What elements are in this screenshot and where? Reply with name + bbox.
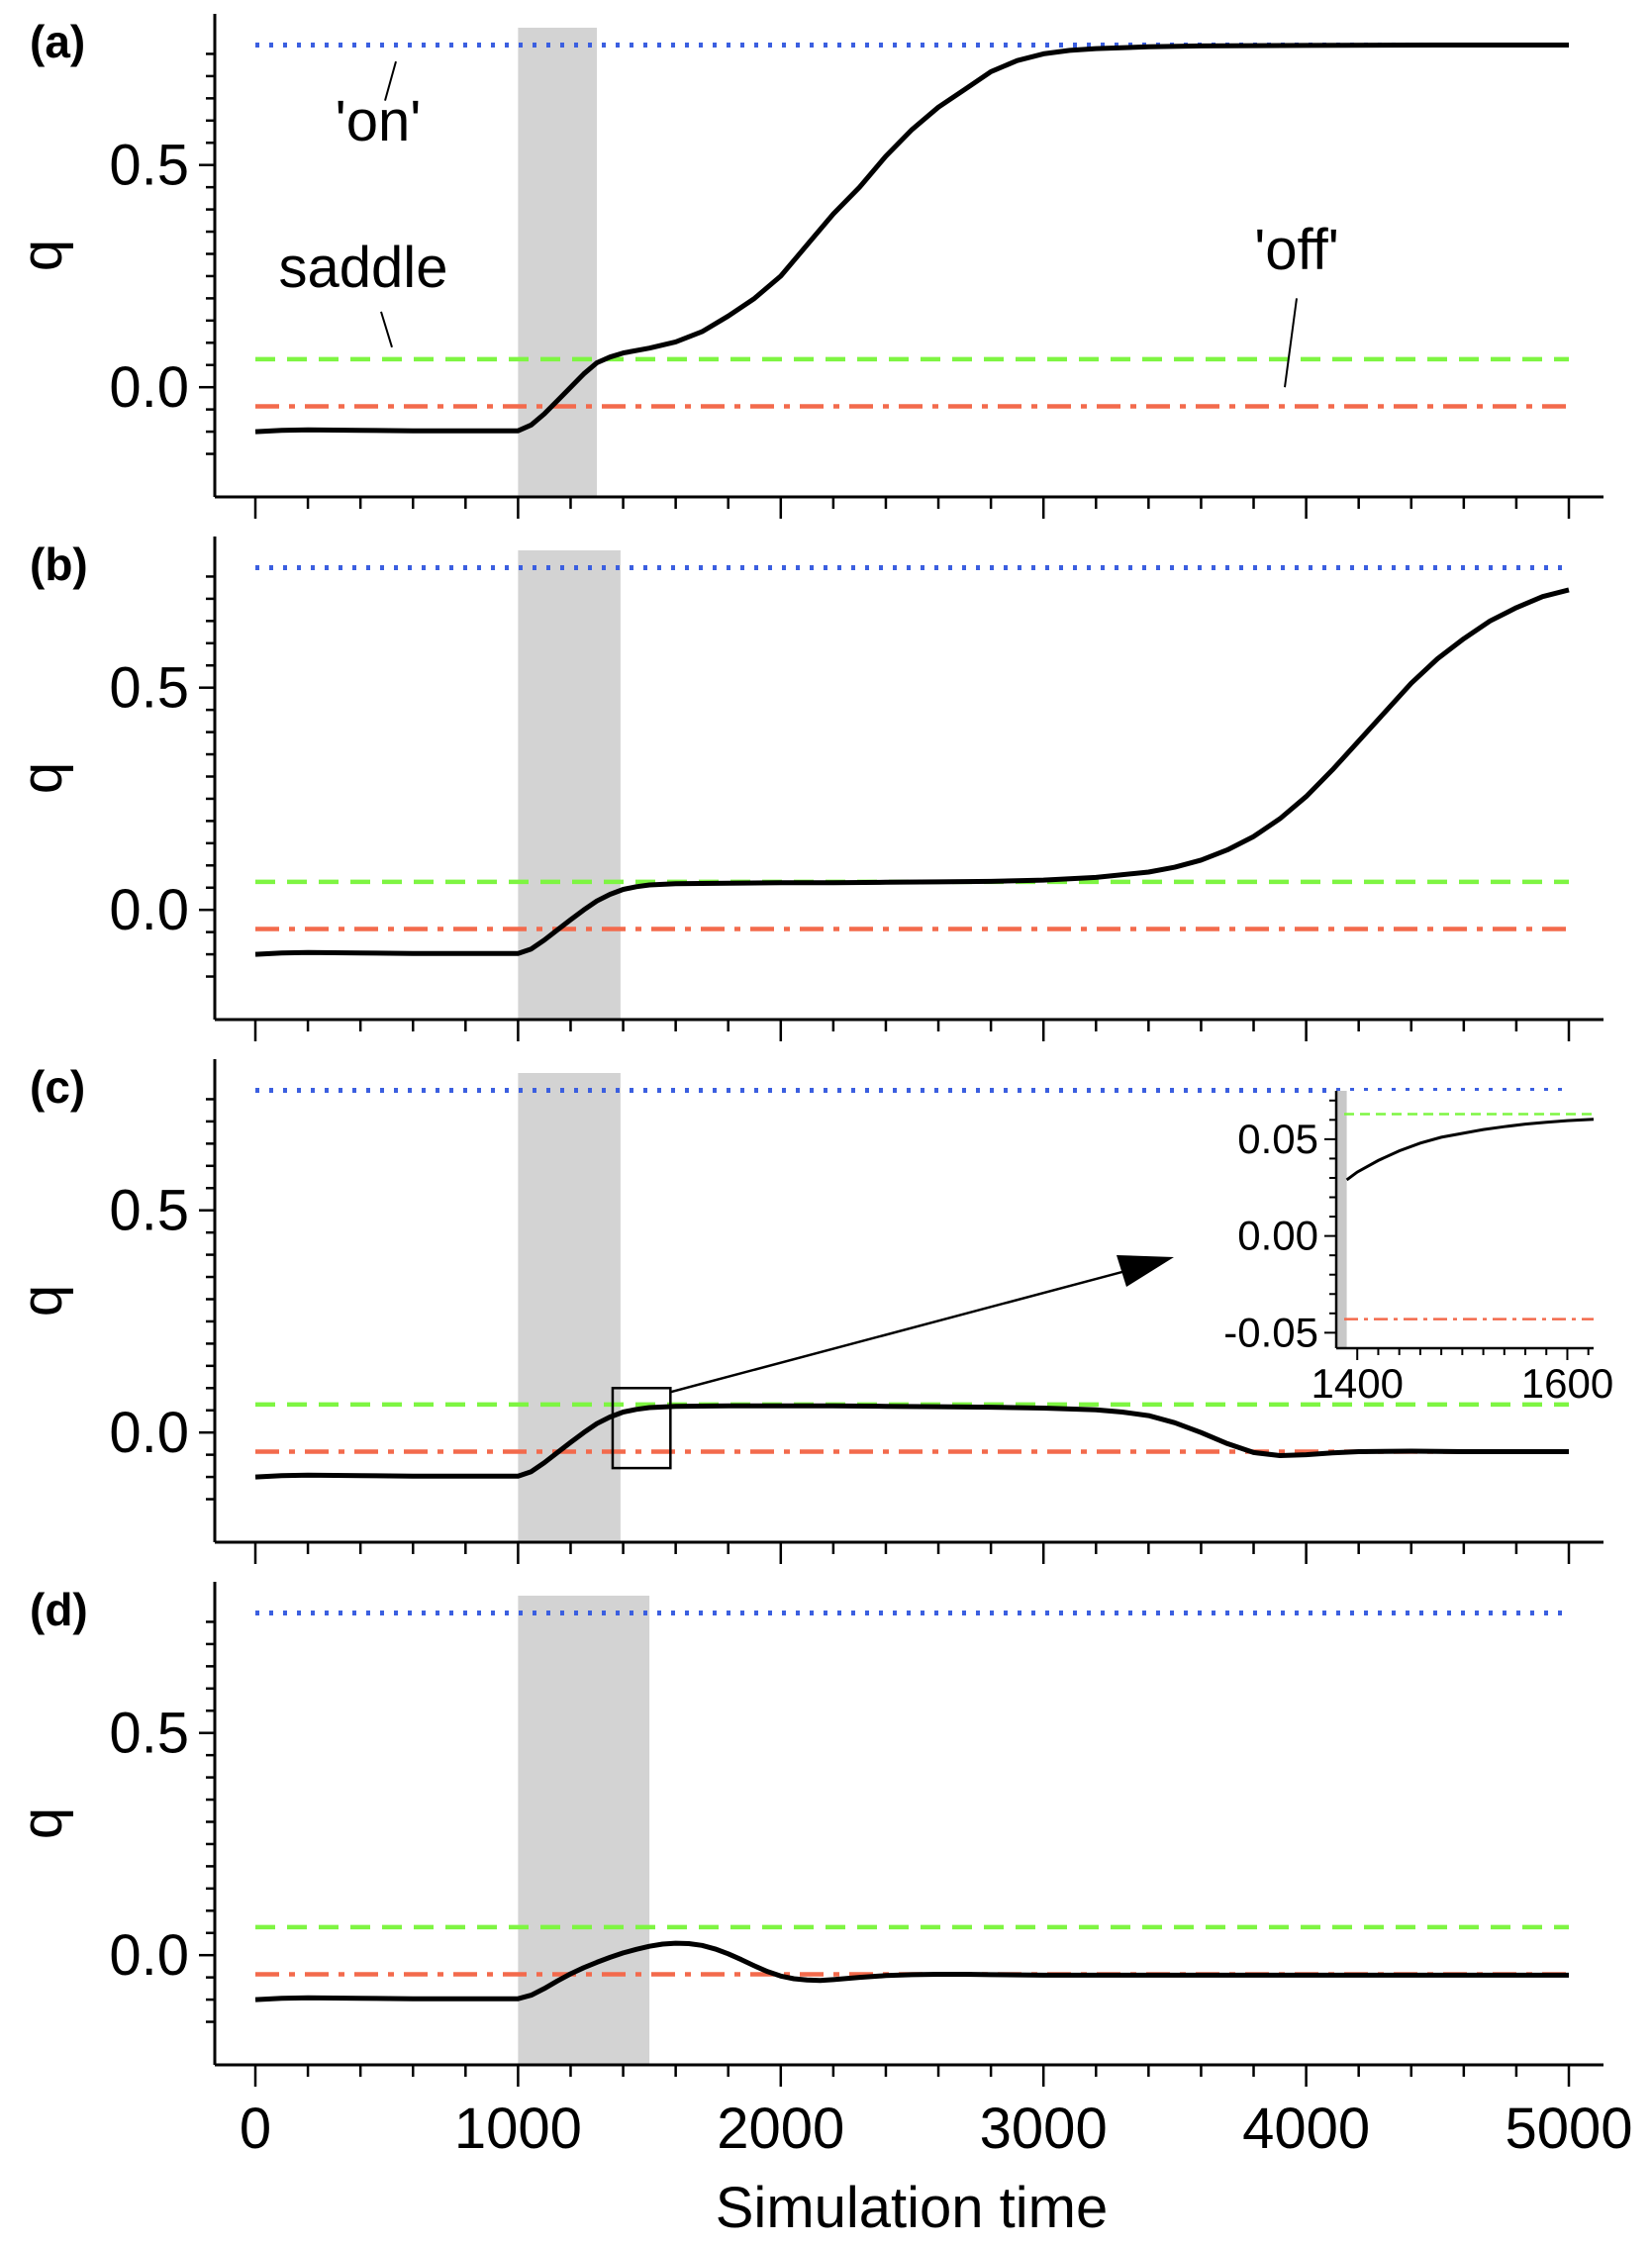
inset-y-tick-label: -0.05 xyxy=(1223,1309,1318,1355)
y-tick-label: 0.0 xyxy=(109,355,189,420)
panel-b: 0.0 0.5 q (b) xyxy=(10,537,1603,1041)
inset-x-tick-label: 1600 xyxy=(1521,1360,1613,1407)
y-tick-label: 0.0 xyxy=(109,1401,189,1465)
y-tick-label: 0.5 xyxy=(109,1702,189,1766)
panel-tag: (d) xyxy=(30,1584,88,1635)
inset-y-tick-label: 0.00 xyxy=(1237,1213,1318,1259)
panels: 0.00.5q(a)'on'saddle'off'0.00.5q(b)0.00.… xyxy=(10,14,1633,2161)
x-axis-title: Simulation time xyxy=(716,2176,1108,2240)
y-axis-title: q xyxy=(10,240,74,271)
inset-q-curve xyxy=(1345,1118,1595,1182)
panel-tag: (c) xyxy=(30,1061,85,1113)
zoom-box xyxy=(611,1387,672,1470)
panel-d: 0.0 0.5 0 1000 2000 3000 4000 5000 q (d) xyxy=(10,1582,1633,2161)
panel-a: 0.0 0.5 q (a) 'on' saddle 'off' xyxy=(10,14,1603,519)
annotation-on: 'on' xyxy=(336,89,422,153)
y-tick-label: 0.5 xyxy=(109,134,189,198)
inset-background xyxy=(1336,1091,1594,1348)
x-tick-label: 1000 xyxy=(454,2097,582,2161)
q-curve xyxy=(254,587,1570,957)
panel-tag: (b) xyxy=(30,538,88,590)
x-tick-label: 2000 xyxy=(717,2097,844,2161)
y-tick-label: 0.0 xyxy=(109,878,189,942)
q-curve xyxy=(254,1940,1569,2003)
y-tick-label: 0.0 xyxy=(109,1923,189,1988)
zoom-arrow xyxy=(670,1267,1134,1394)
q-curve xyxy=(254,43,1569,435)
x-tick-label: 3000 xyxy=(980,2097,1108,2161)
inset-plot: 0.05 0.00 -0.05 1400 1600 xyxy=(611,1091,1613,1470)
shaded-interval xyxy=(518,1073,621,1542)
zoom-arrowhead xyxy=(1117,1255,1174,1287)
shaded-interval xyxy=(518,550,621,1020)
y-tick-label: 0.5 xyxy=(109,1179,189,1243)
inset-x-tick-label: 1400 xyxy=(1312,1360,1404,1407)
y-axis-title: q xyxy=(10,1285,74,1317)
panel-c: 0.0 0.5 q (c) xyxy=(10,1059,1603,1564)
x-tick-label: 0 xyxy=(240,2097,271,2161)
annotation-off-leader xyxy=(1284,298,1298,388)
x-tick-label: 4000 xyxy=(1242,2097,1370,2161)
y-axis-title: q xyxy=(10,1807,74,1839)
annotation-on-leader xyxy=(384,60,397,101)
y-axis-title: q xyxy=(10,762,74,794)
annotation-off: 'off' xyxy=(1254,218,1339,282)
annotation-saddle-leader xyxy=(380,311,393,348)
inset-shaded-interval xyxy=(1336,1091,1347,1348)
y-tick-label: 0.5 xyxy=(109,656,189,721)
shaded-interval xyxy=(518,28,598,497)
shaded-interval xyxy=(518,1596,650,2065)
x-tick-label: 5000 xyxy=(1505,2097,1632,2161)
inset-y-tick-label: 0.05 xyxy=(1237,1116,1318,1162)
q-curve xyxy=(254,1403,1569,1480)
annotation-saddle: saddle xyxy=(279,236,448,300)
panel-tag: (a) xyxy=(30,16,85,67)
